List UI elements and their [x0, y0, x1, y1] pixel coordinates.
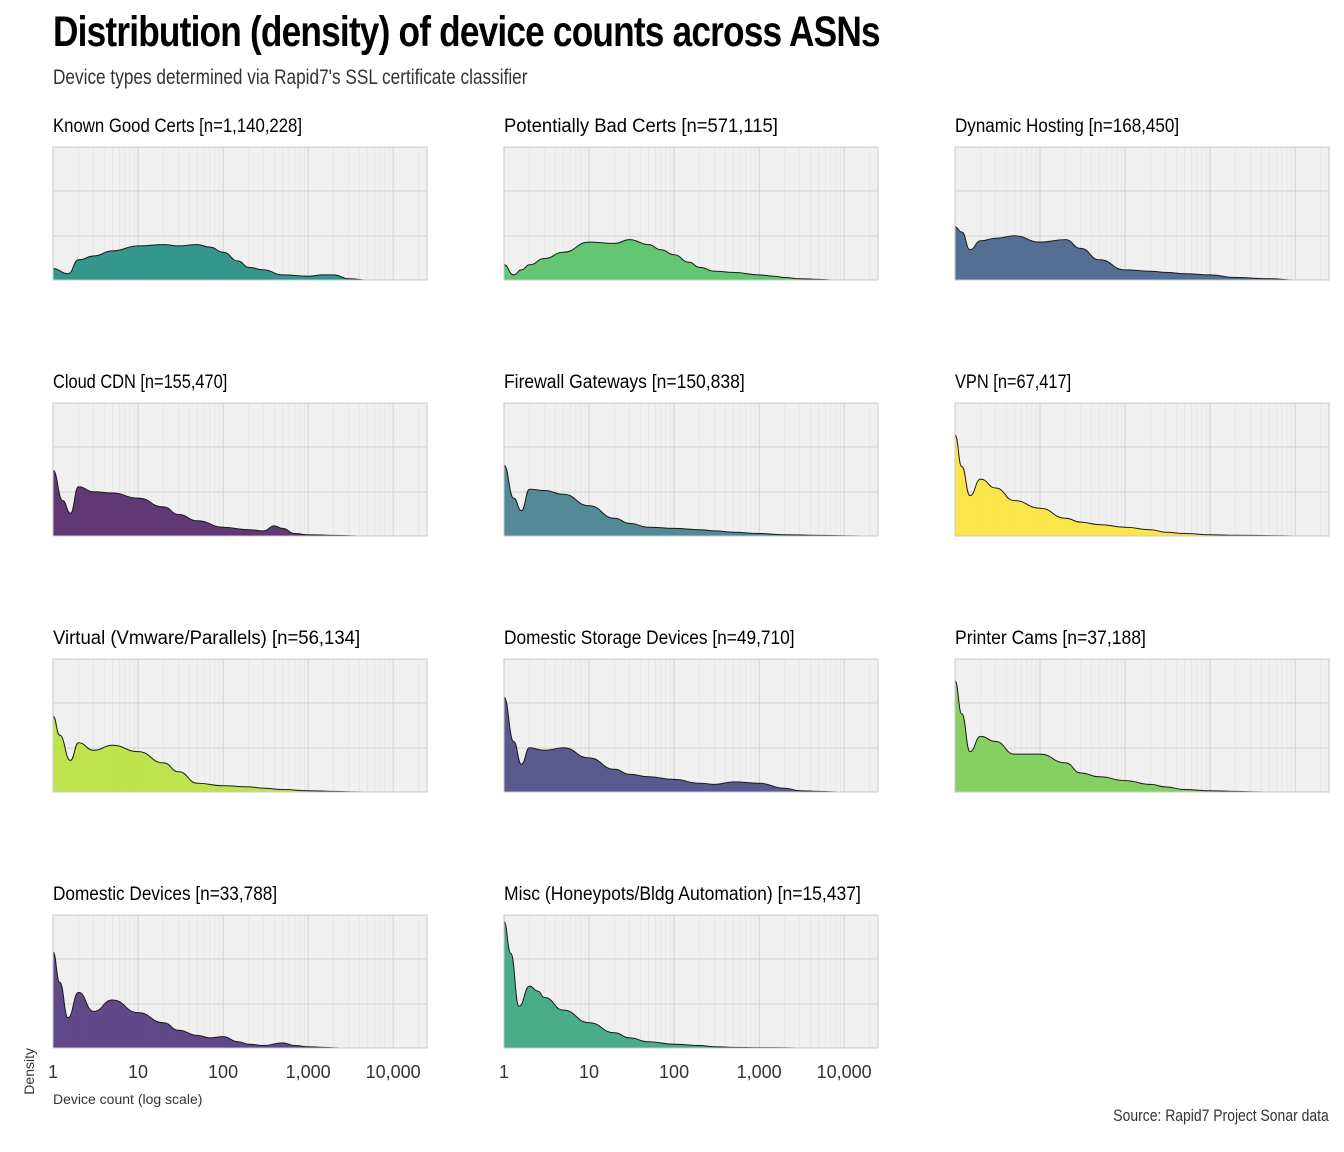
x-tick-label: 1,000 — [286, 1062, 331, 1082]
density-area — [955, 226, 1296, 280]
source-caption: Source: Rapid7 Project Sonar data — [1113, 1106, 1329, 1125]
chart-subtitle: Device types determined via Rapid7's SSL… — [53, 66, 528, 89]
panel-title: Virtual (Vmware/Parallels) [n=56,134] — [53, 628, 360, 649]
panel-border — [52, 402, 428, 537]
density-area — [955, 680, 1270, 792]
density-area — [955, 434, 1296, 536]
density-outline — [52, 951, 343, 1049]
x-tick-label: 100 — [659, 1062, 689, 1082]
x-tick-label: 10 — [128, 1062, 148, 1082]
x-tick-label: 10,000 — [366, 1062, 421, 1082]
panel-border — [954, 146, 1330, 281]
density-area — [53, 470, 368, 536]
density-outline — [503, 921, 800, 1049]
x-tick-label: 100 — [208, 1062, 238, 1082]
density-area — [53, 952, 342, 1048]
panel-title: VPN [n=67,417] — [955, 372, 1071, 393]
density-area — [504, 921, 800, 1048]
panel-title: Domestic Devices [n=33,788] — [53, 884, 277, 905]
density-outline — [954, 680, 1270, 793]
x-axis-title: Device count (log scale) — [53, 1091, 202, 1107]
x-tick-label: 10,000 — [817, 1062, 872, 1082]
y-axis-title: Density — [21, 1048, 37, 1095]
x-tick-label: 1 — [499, 1062, 509, 1082]
panel-title: Potentially Bad Certs [n=571,115] — [504, 116, 778, 137]
density-outline — [954, 226, 1296, 281]
panel-border — [503, 658, 879, 793]
panel-border — [503, 146, 879, 281]
panel-border — [954, 402, 1330, 537]
panel-border — [52, 146, 428, 281]
panel-title: Domestic Storage Devices [n=49,710] — [504, 628, 795, 649]
density-area — [504, 697, 845, 792]
panel-title: Cloud CDN [n=155,470] — [53, 372, 227, 393]
x-tick-label: 1 — [48, 1062, 58, 1082]
x-tick-label: 10 — [579, 1062, 599, 1082]
chart-title: Distribution (density) of device counts … — [53, 8, 881, 56]
density-outline — [503, 696, 845, 793]
panel-title: Firewall Gateways [n=150,838] — [504, 372, 745, 393]
panel-border — [503, 914, 879, 1049]
density-area — [504, 239, 836, 280]
density-area — [504, 465, 870, 536]
panel-border — [52, 658, 428, 793]
density-outline — [52, 469, 368, 537]
density-area — [53, 244, 368, 280]
density-outline — [52, 244, 368, 281]
panel-border — [503, 402, 879, 537]
density-outline — [503, 239, 836, 281]
density-outline — [52, 715, 368, 793]
panel-title: Known Good Certs [n=1,140,228] — [53, 116, 302, 137]
panel-border — [52, 914, 428, 1049]
density-area — [53, 716, 368, 792]
panel-border — [954, 658, 1330, 793]
panel-title: Printer Cams [n=37,188] — [955, 628, 1146, 649]
density-outline — [503, 464, 870, 537]
panel-title: Dynamic Hosting [n=168,450] — [955, 116, 1179, 137]
panel-title: Misc (Honeypots/Bldg Automation) [n=15,4… — [504, 884, 861, 905]
x-tick-label: 1,000 — [737, 1062, 782, 1082]
density-outline — [954, 434, 1296, 537]
